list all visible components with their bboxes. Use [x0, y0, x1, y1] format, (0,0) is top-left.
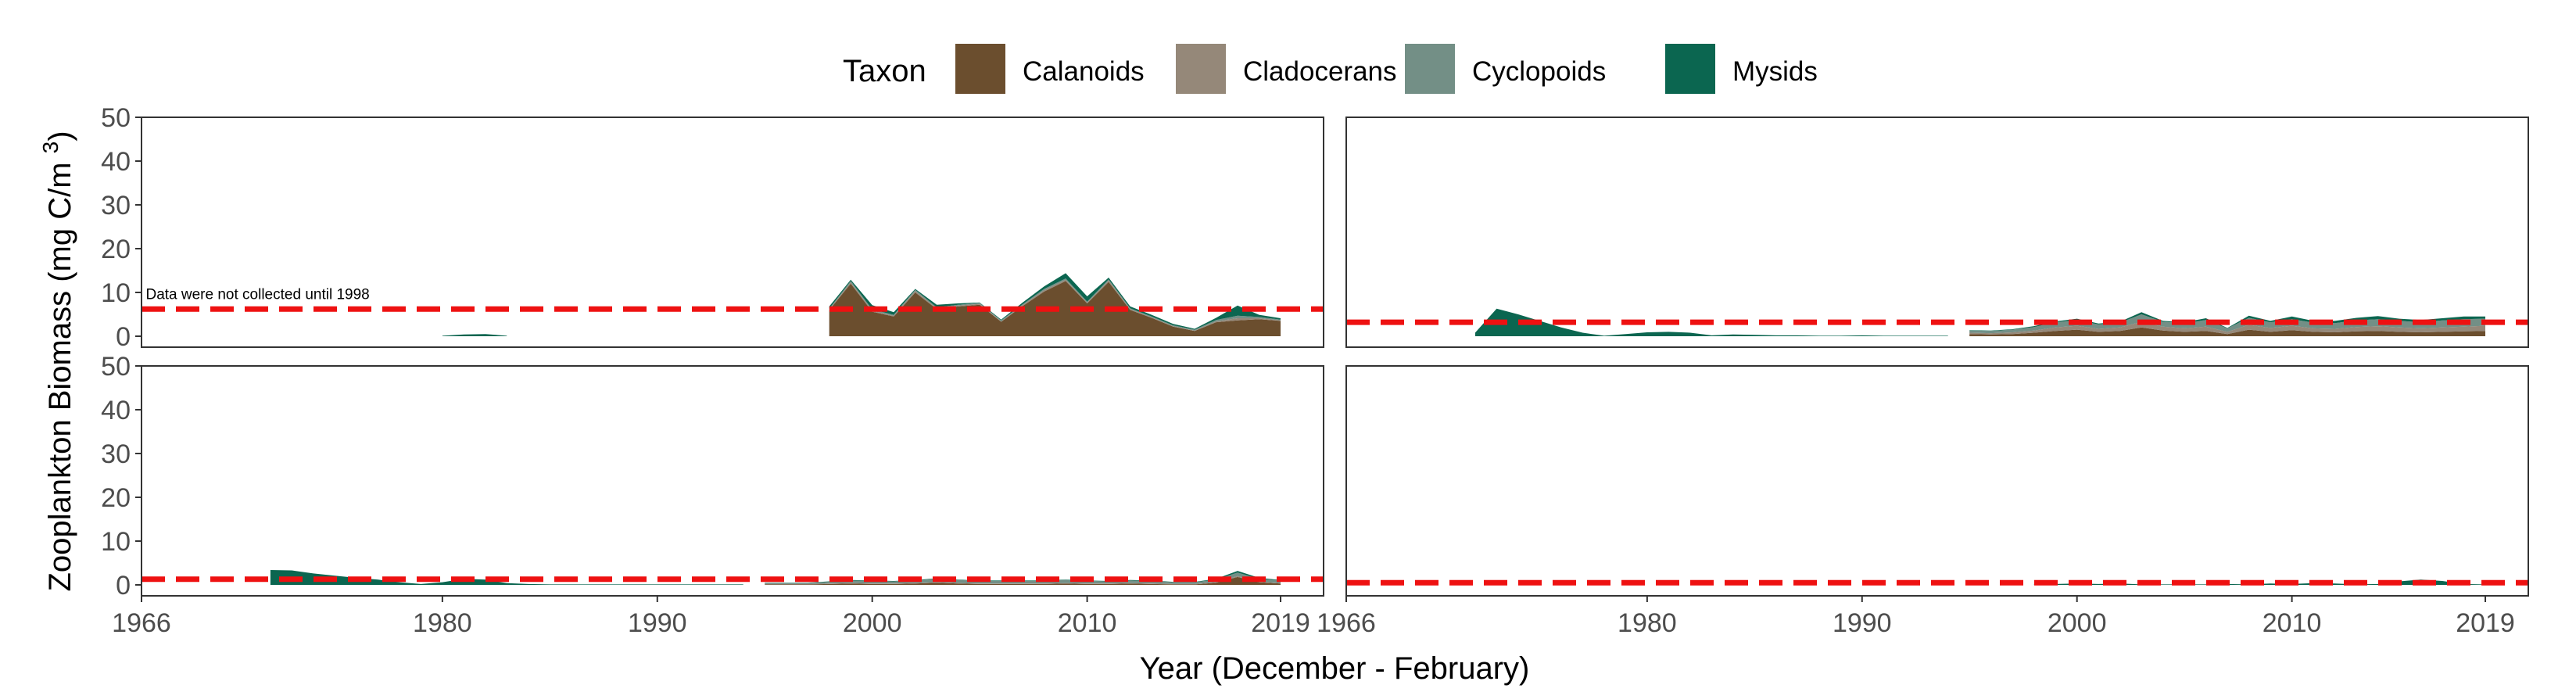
x-tick-label: 2019	[2456, 608, 2515, 638]
area-cladocerans-segment-1	[1969, 321, 2485, 335]
area-calanoids-segment-1	[1969, 327, 2485, 336]
y-tick-label: 40	[101, 147, 131, 177]
y-tick-label: 50	[101, 103, 131, 133]
area-mysids-segment-0	[1474, 308, 1948, 336]
y-axis-title-main: Zooplankton Biomass (mg C/m	[43, 153, 77, 591]
x-tick-label: 2010	[1058, 608, 1117, 638]
y-axis-title-close: )	[43, 131, 77, 141]
x-tick-label: 2010	[2263, 608, 2322, 638]
x-tick-label: 2019	[1251, 608, 1310, 638]
legend-key-cladocerans	[1176, 44, 1226, 94]
y-tick-label: 30	[101, 191, 131, 221]
panel-background	[1346, 366, 2528, 596]
x-tick-label: 1966	[112, 608, 171, 638]
x-tick-label: 1980	[413, 608, 472, 638]
y-axis-title: Zooplankton Biomass (mg C/m 3)	[38, 131, 77, 591]
panel-background	[1346, 117, 2528, 347]
area-calanoids-segment-1	[765, 576, 1281, 585]
panel-background	[142, 117, 1324, 347]
x-tick-label: 1990	[628, 608, 687, 638]
panels: Data were not collected until 1998 0 10 20 3…	[101, 103, 2529, 638]
panel-areas	[1474, 308, 2485, 336]
panel-border	[141, 117, 1324, 348]
y-tick-label: 20	[101, 483, 131, 513]
legend-key-cyclopoids	[1405, 44, 1455, 94]
y-axis-title-superscript: 3	[38, 142, 63, 154]
panel-background	[142, 366, 1324, 596]
legend-label-cyclopoids: Cyclopoids	[1472, 56, 1606, 87]
legend: Taxon Calanoids Cladocerans Cyclopoids Mysid…	[843, 44, 1818, 94]
y-tick-label: 10	[101, 527, 131, 557]
panel-annotation: Data were not collected until 1998	[145, 286, 369, 303]
legend-key-calanoids	[955, 44, 1005, 94]
panel-bottom-right: 1966 1980 1990 2000 2010 2019	[1317, 365, 2529, 638]
x-tick-label: 1966	[1317, 608, 1376, 638]
y-tick-label: 40	[101, 396, 131, 425]
area-mysids-segment-0	[442, 334, 507, 336]
y-tick-label: 0	[116, 322, 131, 352]
legend-key-mysids	[1665, 44, 1715, 94]
y-tick-label: 0	[116, 571, 131, 601]
x-axis-title: Year (December - February)	[1140, 651, 1530, 686]
panel-border	[1345, 365, 2529, 597]
legend-label-calanoids: Calanoids	[1023, 56, 1145, 87]
panel-border	[141, 365, 1324, 597]
x-tick-label: 1990	[1833, 608, 1892, 638]
panel-bottom-left: 0 10 20 30 40 50 1966 1980 1990 2000 2010 2019	[101, 352, 1324, 638]
y-tick-label: 50	[101, 352, 131, 382]
y-tick-label: 30	[101, 439, 131, 469]
x-tick-label: 2000	[843, 608, 902, 638]
panel-border	[1345, 117, 2529, 348]
y-tick-label: 20	[101, 235, 131, 264]
legend-label-cladocerans: Cladocerans	[1243, 56, 1397, 87]
legend-title: Taxon	[843, 54, 926, 88]
panel-top-left: Data were not collected until 1998 0 10 20 3…	[101, 103, 1324, 352]
x-tick-label: 1980	[1618, 608, 1677, 638]
area-cyclopoids-segment-1	[1969, 314, 2485, 334]
legend-label-mysids: Mysids	[1732, 56, 1818, 87]
axis-titles: Year (December - February) Zooplankton Bi…	[38, 131, 1529, 686]
panel-top-right	[1345, 117, 2529, 348]
y-tick-label: 10	[101, 278, 131, 308]
x-tick-label: 2000	[2048, 608, 2107, 638]
